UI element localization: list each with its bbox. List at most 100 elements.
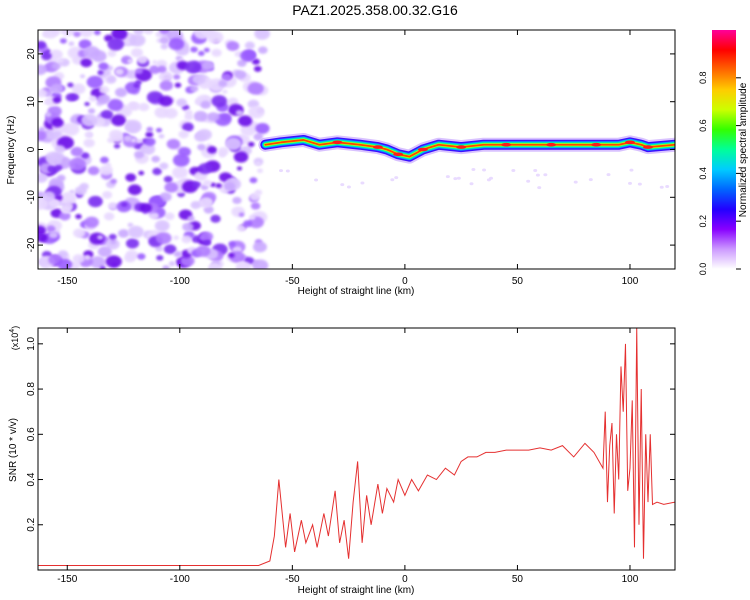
colorbar-axis: 0.0 0.2 0.4 0.6 0.8 (698, 72, 741, 275)
noise-blob (163, 244, 177, 255)
noise-blob (133, 30, 144, 35)
noise-blob (51, 117, 64, 128)
noise-blob (139, 203, 153, 213)
noise-blob (84, 254, 91, 260)
noise-blob (99, 85, 110, 94)
noise-blob (482, 168, 487, 172)
noise-blob (41, 51, 52, 61)
noise-blob (70, 146, 84, 157)
noise-blob (152, 60, 158, 65)
noise-blob (453, 177, 458, 181)
noise-blob (73, 31, 81, 38)
noise-blob (221, 73, 232, 82)
noise-blob (211, 48, 222, 57)
snr-x-axis: -150 -100 -50 0 50 100 (57, 328, 639, 585)
noise-blob (235, 261, 252, 269)
spectral-ridge (258, 132, 675, 164)
y-tick-label: -20 (26, 237, 37, 252)
noise-blob (533, 169, 538, 173)
noise-blob (207, 146, 217, 154)
colorbar-tick-label: 0.6 (698, 119, 708, 132)
noise-blob (178, 146, 191, 157)
noise-blob (114, 87, 128, 98)
snr-series-line (38, 328, 675, 566)
noise-blob (164, 182, 179, 193)
noise-blob (80, 152, 90, 159)
noise-blob (49, 49, 63, 60)
colorbar-tick-label: 0.4 (698, 167, 708, 180)
noise-blob (102, 191, 113, 199)
noise-blob (201, 30, 214, 37)
snr-panel: -150 -100 -50 0 50 100 0.2 0.4 0.6 0.8 1.0 Height… (8, 326, 676, 596)
noise-blob (79, 182, 89, 191)
noise-blob (172, 153, 190, 167)
noise-blob (238, 115, 253, 127)
noise-blob (107, 37, 125, 51)
x-tick-label: -50 (285, 574, 300, 585)
noise-blob (445, 175, 450, 179)
noise-blob (248, 105, 265, 119)
noise-blob (233, 151, 249, 163)
noise-blob (172, 166, 188, 179)
noise-blob (180, 255, 195, 267)
noise-blob (279, 169, 284, 173)
noise-blob (252, 259, 269, 269)
chart-title: PAZ1.2025.358.00.32.G16 (292, 2, 458, 18)
x-tick-label: 100 (622, 574, 639, 585)
noise-blob (456, 176, 461, 180)
noise-blob (606, 173, 611, 177)
spectrogram-y-axis: -20 -10 0 10 20 (26, 48, 675, 252)
noise-blob (133, 83, 140, 89)
noise-blob (120, 202, 128, 208)
noise-blob (110, 114, 126, 127)
noise-blob (97, 94, 111, 105)
y-tick-label: 0 (26, 146, 37, 152)
noise-blob (123, 135, 132, 142)
noise-blob (174, 82, 182, 88)
noise-blob (249, 177, 258, 184)
noise-blob (87, 195, 103, 208)
noise-blob (218, 80, 228, 88)
noise-blob (210, 214, 221, 223)
noise-blob (145, 131, 154, 138)
noise-blob (155, 127, 163, 133)
noise-blob (69, 157, 86, 171)
colorbar-tick-label: 0.2 (698, 215, 708, 228)
noise-blob (144, 137, 156, 146)
noise-blob (83, 138, 95, 148)
y-tick-label: 0.6 (26, 427, 37, 441)
noise-blob (215, 183, 222, 189)
noise-blob (157, 65, 167, 73)
noise-blob (173, 250, 182, 258)
noise-blob (60, 205, 72, 214)
noise-blob (149, 212, 159, 220)
noise-blob (526, 179, 531, 183)
noise-blob (60, 30, 76, 37)
noise-blobs (38, 30, 670, 269)
noise-blob (136, 138, 143, 144)
noise-blob (217, 147, 229, 156)
noise-blob (203, 239, 212, 246)
spectrogram-plot-area (38, 30, 675, 269)
noise-blob (113, 143, 121, 149)
noise-blob (200, 100, 211, 109)
noise-blob (105, 162, 112, 168)
noise-blob (390, 178, 395, 182)
noise-blob (253, 65, 262, 72)
noise-blob (181, 235, 192, 244)
noise-blob (198, 163, 213, 175)
noise-blob (118, 229, 130, 238)
noise-blob (84, 131, 94, 139)
noise-blob (109, 129, 123, 141)
snr-multiplier: (x104) (9, 326, 20, 350)
colorbar-gradient (712, 30, 736, 269)
noise-blob (98, 62, 109, 71)
noise-blob (511, 168, 516, 172)
noise-blob (162, 265, 170, 269)
noise-blob (197, 50, 205, 57)
noise-blob (48, 198, 60, 208)
noise-blob (97, 235, 104, 240)
noise-blob (155, 245, 164, 252)
noise-blob (79, 30, 94, 38)
